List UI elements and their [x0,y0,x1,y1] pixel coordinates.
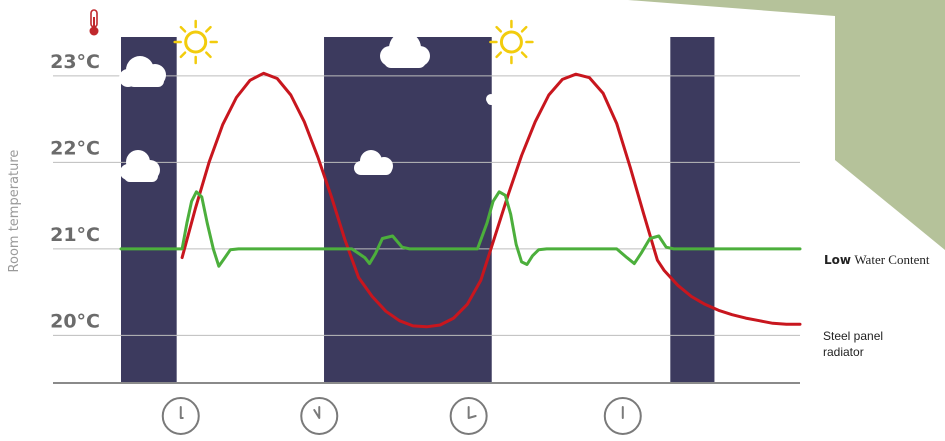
clock-icon [449,397,488,435]
y-tick-label-2: 21°C [50,224,100,246]
cloud-icon [354,150,393,175]
cloud-icon [119,56,166,87]
legend-steel-panel-radiator-line-1: radiator [823,345,864,359]
sun-ray [179,51,187,59]
sun-ray [520,25,528,33]
y-axis-ticks: 23°C 22°C 21°C 20°C [50,51,100,332]
night-band-0 [121,37,177,383]
sun-icon [173,19,218,65]
y-tick-label-1: 22°C [50,137,100,159]
clock-icon [161,397,200,435]
thermometer-icon [89,9,99,36]
cloud-icon [380,32,430,68]
series-lines [119,71,802,329]
cloud-icon [486,85,515,105]
sun-ray [520,51,528,59]
series-line-steel-panel-radiator [180,71,802,329]
legend-steel-panel-radiator: Steel panel radiator [823,329,883,359]
sun-ray [205,25,212,33]
cloud-icon [738,78,772,106]
legend-steel-panel-radiator-line-0: Steel panel [823,329,883,343]
sun-ray [179,25,187,33]
cloud-icon [120,150,160,182]
sun-ray [205,51,212,59]
legend-low-water-content-bold: Low [824,253,851,267]
y-tick-label-3: 20°C [50,310,100,332]
clock-icon [603,397,642,435]
clock-hands [313,406,321,419]
night-band-2 [670,37,715,383]
legend-low-water-content: Low Water Content [824,252,930,267]
suns [173,19,534,65]
clock-icon [300,397,339,435]
sun-core [499,30,523,54]
sun-icon [489,19,534,65]
sun-core [184,30,208,54]
legend-low-water-content-rest: Water Content [854,252,930,267]
sun-ray [495,25,503,33]
night-band-1 [324,37,492,383]
clock-hands [179,406,184,419]
sun-ray [495,51,503,59]
decorative-corner-shape [628,0,945,250]
series-line-low-water-content [119,190,802,268]
y-tick-label-0: 23°C [50,51,100,73]
clocks [161,397,642,435]
night-bands [121,37,715,383]
y-axis-label: Room temperature [7,150,22,273]
clock-hands [467,406,477,419]
clouds [119,32,772,182]
